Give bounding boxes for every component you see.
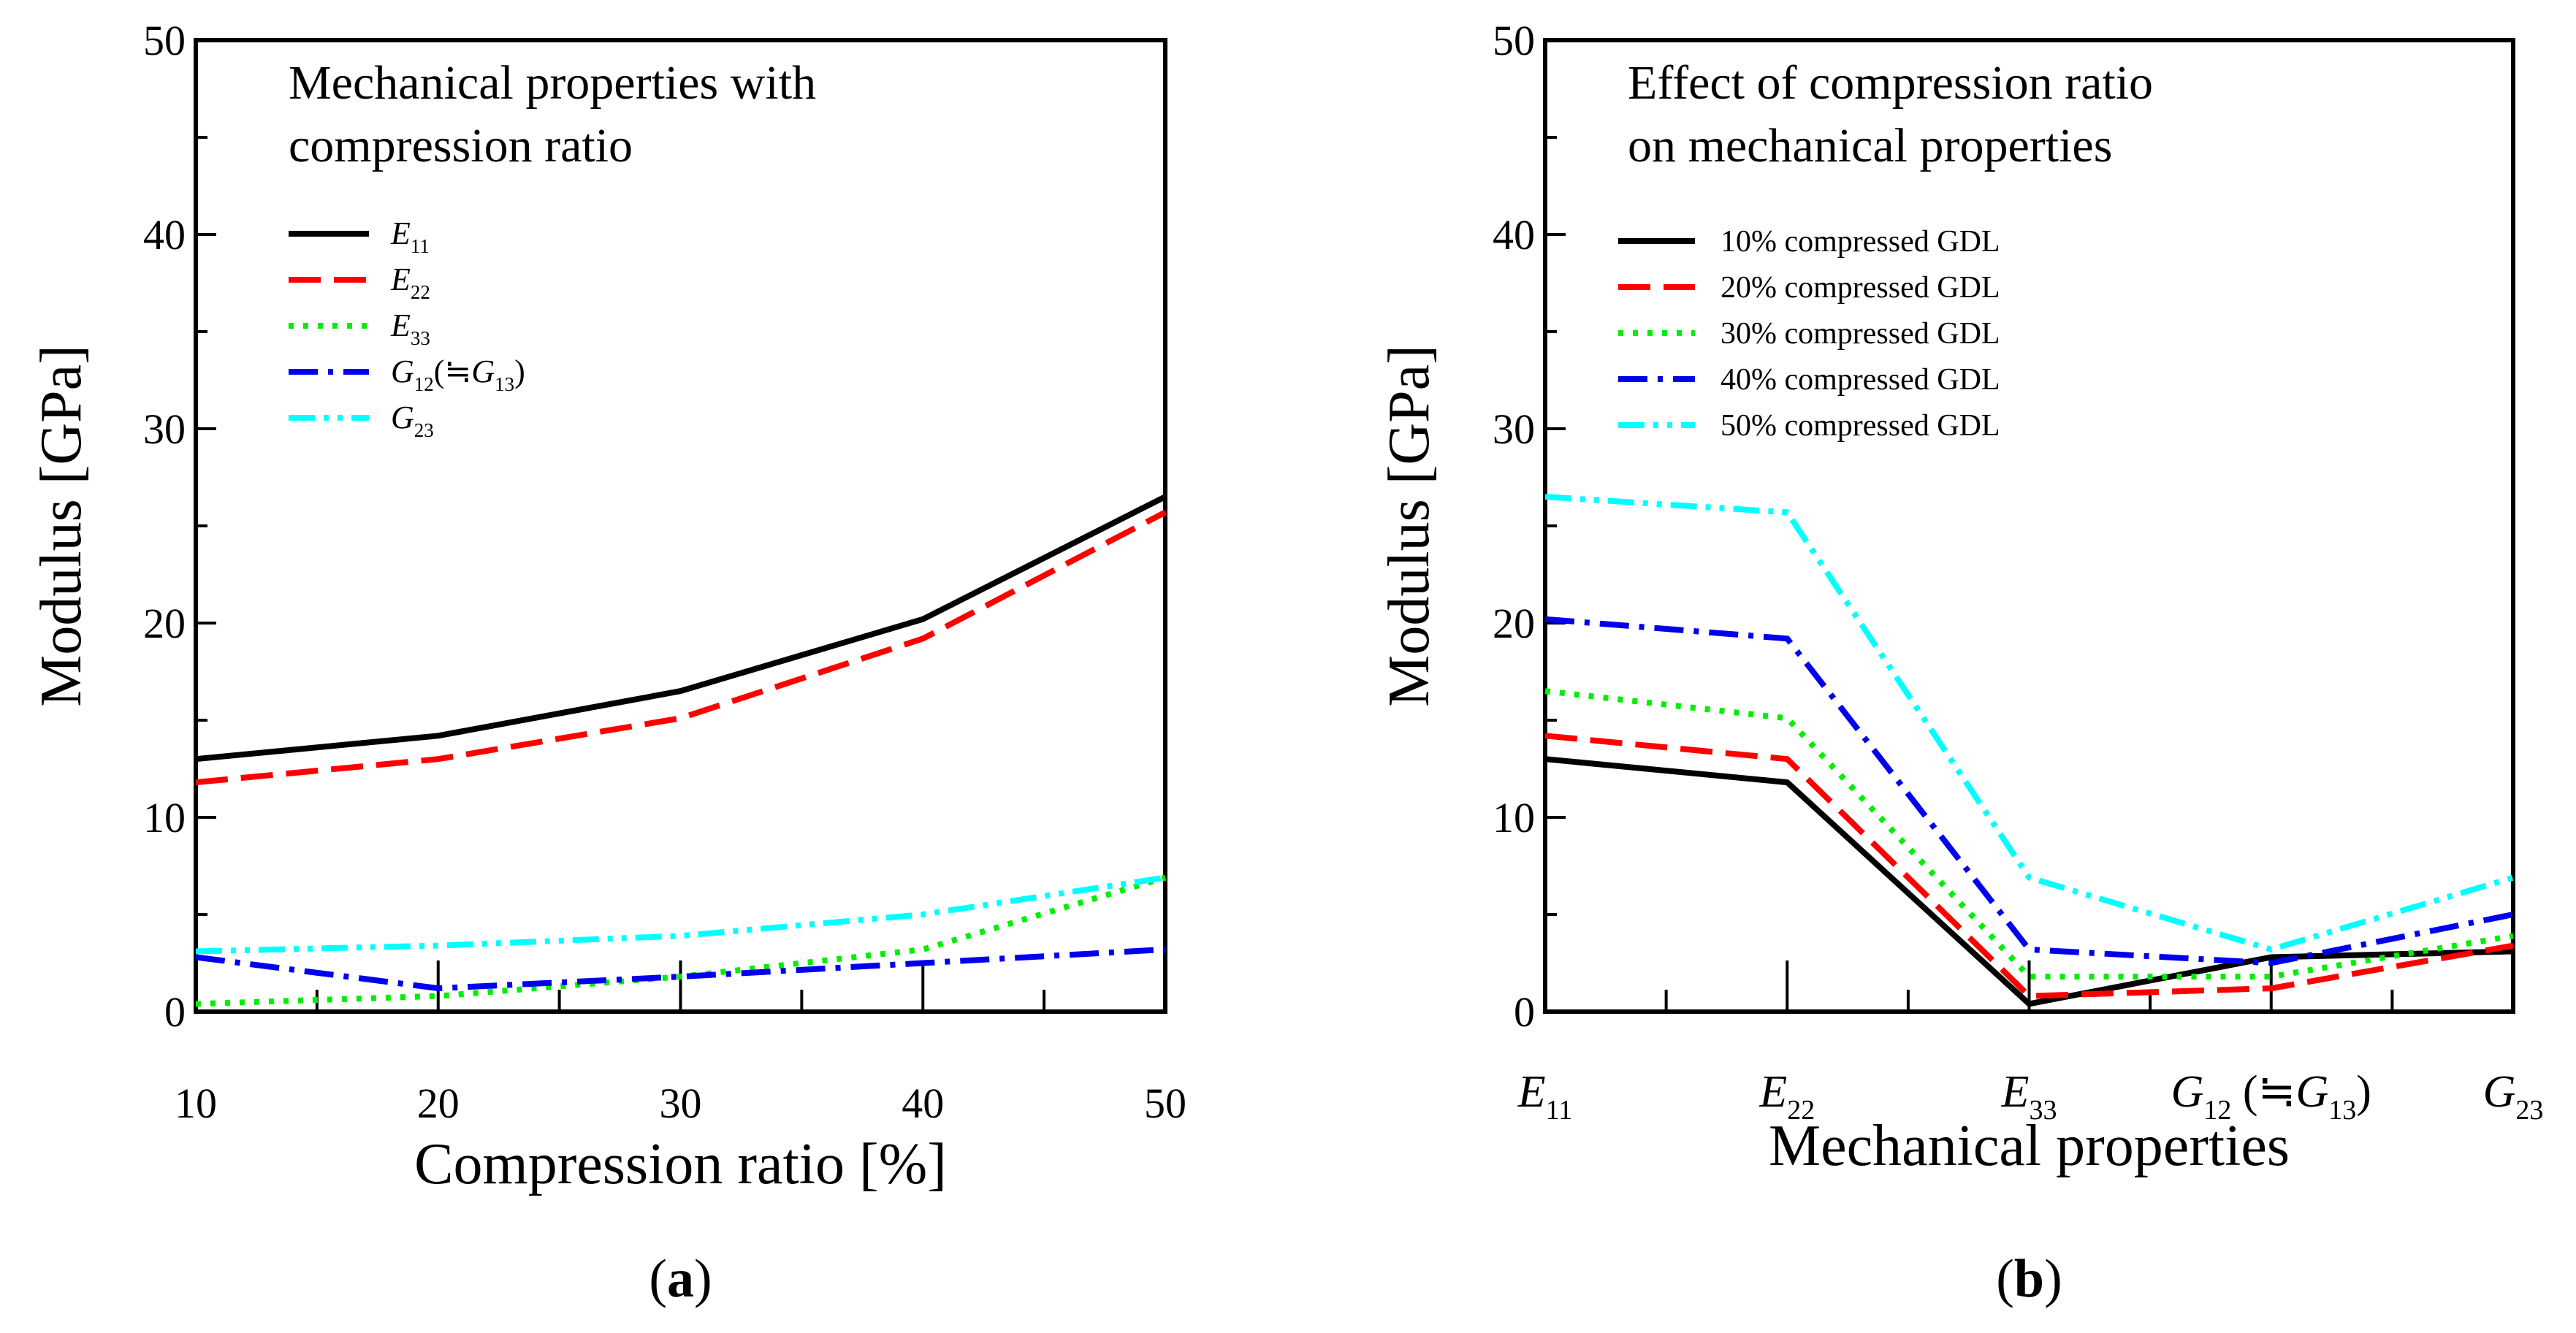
panel-label: (b) xyxy=(1996,1249,2062,1309)
panel-a: 0 10 20 30 40 50 Modulus [GPa] 10 20 30 40 50 Compre… xyxy=(29,17,1186,1309)
legend-label: E11 xyxy=(390,215,430,257)
plot-frame xyxy=(194,38,1167,1014)
chart-title-line: compression ratio xyxy=(289,119,633,172)
legend-label: G12(≒G13) xyxy=(391,354,525,395)
legend-label: 40% compressed GDL xyxy=(1720,363,2000,397)
x-tick-label: G12 (≒G13) xyxy=(2171,1067,2371,1126)
legend-label: E22 xyxy=(390,261,430,303)
plot-frame xyxy=(1543,38,2515,1014)
y-tick-label: 30 xyxy=(1493,405,1535,453)
chart-title-line: Mechanical properties with xyxy=(289,56,816,110)
y-tick-label: 10 xyxy=(1493,794,1535,841)
x-tick-label: 30 xyxy=(660,1080,702,1127)
x-tick-label: E11 xyxy=(1517,1067,1572,1126)
y-tick-label: 0 xyxy=(164,988,186,1036)
series-line-1 xyxy=(1544,756,2514,1007)
x-tick-label: 10 xyxy=(175,1080,217,1127)
legend-label: 30% compressed GDL xyxy=(1720,317,2000,351)
y-axis-label: Modulus [GPa] xyxy=(1377,345,1441,707)
series-line-4 xyxy=(1544,616,2514,966)
series-line-2 xyxy=(195,509,1167,786)
x-tick-label: E33 xyxy=(2001,1067,2057,1126)
series-line-5 xyxy=(195,874,1166,955)
y-tick-label: 10 xyxy=(143,794,186,841)
y-tick-label: 30 xyxy=(143,405,186,453)
x-tick-label: 50 xyxy=(1144,1080,1186,1127)
series-line-3 xyxy=(195,874,1167,1007)
legend-label: G23 xyxy=(391,400,434,441)
legend-label: 10% compressed GDL xyxy=(1720,225,2000,259)
y-tick-label: 0 xyxy=(1514,988,1535,1036)
series-line-4 xyxy=(195,946,1166,992)
x-tick-label: E22 xyxy=(1758,1067,1815,1126)
y-tick-label: 20 xyxy=(143,600,186,647)
x-tick-label: G23 xyxy=(2483,1067,2544,1126)
series-line-1 xyxy=(195,494,1167,763)
legend-label: 50% compressed GDL xyxy=(1720,409,2000,443)
panel-label: (a) xyxy=(649,1249,712,1309)
legend-label: E33 xyxy=(390,308,430,349)
chart-title-line: on mechanical properties xyxy=(1628,119,2112,172)
series-line-2 xyxy=(1544,733,2514,999)
series-line-5 xyxy=(1544,494,2515,953)
x-axis-label: Mechanical properties xyxy=(1769,1114,2290,1178)
x-axis-label: Compression ratio [%] xyxy=(414,1132,947,1196)
y-tick-label: 50 xyxy=(1493,17,1535,64)
y-tick-label: 40 xyxy=(1493,211,1535,259)
x-tick-label: 40 xyxy=(902,1080,944,1127)
panel-b: 0 10 20 30 40 50 Modulus [GPa] E11 E22 E33 G12 (≒G… xyxy=(1377,17,2543,1309)
y-tick-label: 40 xyxy=(143,211,186,259)
chart-title-line: Effect of compression ratio xyxy=(1628,56,2153,110)
y-tick-label: 20 xyxy=(1493,600,1535,647)
legend-label: 20% compressed GDL xyxy=(1720,271,2000,305)
series-line-3 xyxy=(1544,688,2514,980)
y-axis-label: Modulus [GPa] xyxy=(29,345,94,707)
x-tick-label: 20 xyxy=(417,1080,460,1127)
y-tick-label: 50 xyxy=(143,17,186,64)
